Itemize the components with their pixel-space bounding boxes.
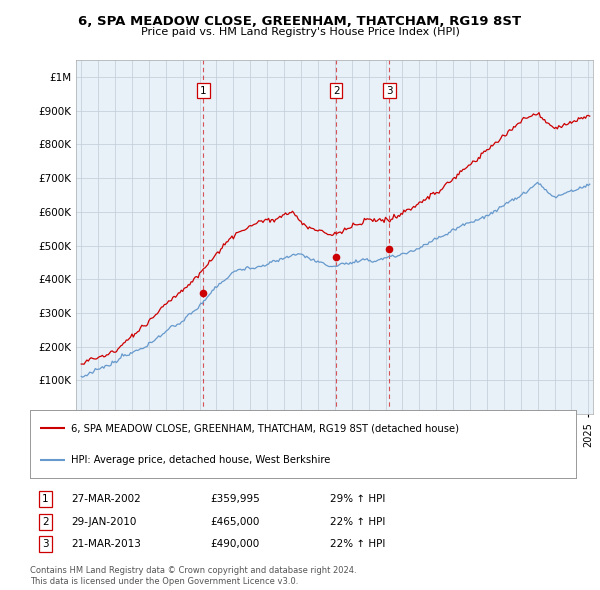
Text: 21-MAR-2013: 21-MAR-2013: [71, 539, 141, 549]
Text: 3: 3: [42, 539, 49, 549]
Text: 1: 1: [200, 86, 207, 96]
Text: This data is licensed under the Open Government Licence v3.0.: This data is licensed under the Open Gov…: [30, 577, 298, 586]
Text: £465,000: £465,000: [210, 517, 260, 527]
Text: 1: 1: [42, 494, 49, 504]
Text: 6, SPA MEADOW CLOSE, GREENHAM, THATCHAM, RG19 8ST (detached house): 6, SPA MEADOW CLOSE, GREENHAM, THATCHAM,…: [71, 424, 459, 434]
Text: £490,000: £490,000: [210, 539, 259, 549]
Text: 2: 2: [333, 86, 340, 96]
Text: Contains HM Land Registry data © Crown copyright and database right 2024.: Contains HM Land Registry data © Crown c…: [30, 566, 356, 575]
Text: £359,995: £359,995: [210, 494, 260, 504]
Text: 22% ↑ HPI: 22% ↑ HPI: [331, 539, 386, 549]
Text: 27-MAR-2002: 27-MAR-2002: [71, 494, 140, 504]
Text: 3: 3: [386, 86, 393, 96]
Text: 29% ↑ HPI: 29% ↑ HPI: [331, 494, 386, 504]
Text: 6, SPA MEADOW CLOSE, GREENHAM, THATCHAM, RG19 8ST: 6, SPA MEADOW CLOSE, GREENHAM, THATCHAM,…: [79, 15, 521, 28]
Text: 2: 2: [42, 517, 49, 527]
Text: 29-JAN-2010: 29-JAN-2010: [71, 517, 136, 527]
Text: 22% ↑ HPI: 22% ↑ HPI: [331, 517, 386, 527]
Text: HPI: Average price, detached house, West Berkshire: HPI: Average price, detached house, West…: [71, 455, 331, 465]
Text: Price paid vs. HM Land Registry's House Price Index (HPI): Price paid vs. HM Land Registry's House …: [140, 27, 460, 37]
